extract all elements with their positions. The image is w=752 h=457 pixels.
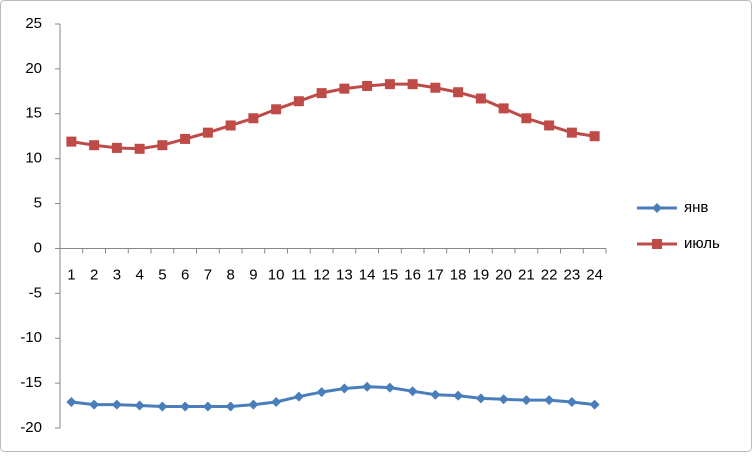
marker (202, 127, 213, 138)
marker (180, 133, 191, 144)
marker (248, 399, 259, 410)
marker (89, 399, 100, 410)
y-tick-label: 25 (25, 15, 42, 32)
marker (316, 88, 327, 99)
y-tick-label: 5 (34, 195, 42, 212)
x-tick-label: 9 (249, 266, 257, 283)
marker (316, 387, 327, 398)
x-tick-label: 24 (586, 266, 603, 283)
y-tick-label: 10 (25, 150, 42, 167)
marker (180, 401, 191, 412)
x-tick-label: 14 (359, 266, 376, 283)
marker (339, 83, 350, 94)
x-tick-label: 16 (404, 266, 421, 283)
marker (566, 396, 577, 407)
marker (225, 120, 236, 131)
marker (498, 103, 509, 114)
x-tick-label: 18 (450, 266, 467, 283)
x-tick-label: 3 (113, 266, 121, 283)
x-tick-label: 12 (313, 266, 330, 283)
marker (652, 203, 662, 213)
marker (453, 87, 464, 98)
marker (89, 140, 100, 151)
x-tick-label: 19 (473, 266, 490, 283)
marker (66, 136, 77, 147)
x-tick-label: 4 (135, 266, 143, 283)
y-tick-label: 20 (25, 60, 42, 77)
y-tick-label: -15 (20, 374, 42, 391)
marker (157, 140, 168, 151)
marker (589, 131, 600, 142)
marker (271, 104, 282, 115)
marker (134, 143, 145, 154)
y-tick-label: -5 (29, 284, 42, 301)
marker (498, 394, 509, 405)
marker (384, 79, 395, 90)
marker (453, 390, 464, 401)
legend-label: июль (684, 235, 720, 252)
marker (384, 382, 395, 393)
x-tick-label: 20 (495, 266, 512, 283)
y-tick-label: 0 (34, 239, 42, 256)
legend-label: янв (684, 199, 708, 216)
marker (407, 386, 418, 397)
marker (652, 239, 662, 249)
x-tick-label: 21 (518, 266, 535, 283)
marker (544, 120, 555, 131)
marker (111, 399, 122, 410)
marker (362, 381, 373, 392)
x-tick-label: 7 (204, 266, 212, 283)
marker (407, 79, 418, 90)
marker (293, 96, 304, 107)
y-tick-label: 15 (25, 105, 42, 122)
marker (544, 395, 555, 406)
marker (66, 396, 77, 407)
marker (362, 80, 373, 91)
marker (521, 395, 532, 406)
x-tick-label: 15 (382, 266, 399, 283)
x-tick-label: 10 (268, 266, 285, 283)
marker (248, 113, 259, 124)
marker (202, 401, 213, 412)
x-tick-label: 5 (158, 266, 166, 283)
y-tick-label: -10 (20, 329, 42, 346)
marker (521, 113, 532, 124)
x-tick-label: 17 (427, 266, 444, 283)
marker (430, 82, 441, 93)
marker (475, 393, 486, 404)
marker (225, 401, 236, 412)
marker (339, 383, 350, 394)
marker (293, 391, 304, 402)
marker (566, 127, 577, 138)
x-tick-label: 23 (564, 266, 581, 283)
x-tick-label: 1 (67, 266, 75, 283)
x-tick-label: 22 (541, 266, 558, 283)
marker (271, 396, 282, 407)
marker (430, 389, 441, 400)
y-tick-label: -20 (20, 419, 42, 436)
x-tick-label: 8 (226, 266, 234, 283)
x-tick-label: 2 (90, 266, 98, 283)
marker (111, 142, 122, 153)
x-tick-label: 11 (291, 266, 307, 283)
x-tick-label: 6 (181, 266, 189, 283)
marker (475, 93, 486, 104)
marker (157, 401, 168, 412)
x-tick-label: 13 (336, 266, 353, 283)
marker (134, 400, 145, 411)
marker (589, 399, 600, 410)
